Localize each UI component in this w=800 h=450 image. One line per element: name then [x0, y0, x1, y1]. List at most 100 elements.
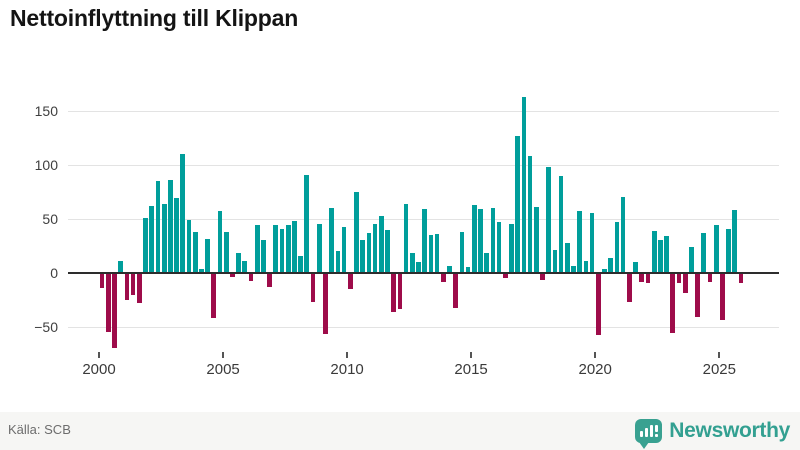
newsworthy-logo[interactable]: Newsworthy	[635, 415, 790, 449]
bar-2021-q2	[627, 273, 632, 302]
bar-2018-q2	[552, 250, 558, 273]
x-tick-label-2015: 2015	[454, 361, 488, 378]
bar-2006-q4	[267, 273, 272, 287]
bar-2002-q4	[168, 179, 173, 273]
bar-2021-q1	[620, 197, 626, 273]
bar-2008-q1	[298, 255, 303, 273]
bar-2009-q2	[329, 208, 334, 273]
bar-2023-q3	[682, 273, 688, 294]
bar-2003-q4	[192, 231, 198, 273]
x-tick-mark-2015	[470, 352, 473, 358]
bar-2003-q3	[186, 219, 192, 273]
footer: Källa: SCB Newsworthy	[0, 412, 800, 450]
bar-2010-q2	[354, 191, 359, 273]
bar-2021-q4	[639, 273, 645, 283]
x-tick-label-2020: 2020	[578, 361, 612, 378]
x-axis-zero-line	[68, 271, 779, 274]
bar-2003-q2	[180, 154, 186, 273]
bar-2001-q1	[124, 273, 130, 300]
bar-2014-q1	[447, 266, 452, 273]
bar-2016-q2	[502, 273, 508, 279]
y-tick-label-50: 50	[42, 210, 58, 227]
bar-2018-q3	[558, 175, 564, 273]
gridline-100	[68, 164, 779, 166]
source-note: Källa: SCB	[8, 422, 71, 437]
x-tick-mark-2010	[346, 352, 349, 358]
bar-2022-q4	[664, 236, 669, 273]
bar-2011-q3	[385, 229, 390, 273]
x-tick-mark-2000	[98, 352, 100, 358]
bar-2025-q4	[738, 273, 744, 284]
bar-2013-q1	[422, 209, 428, 273]
bar-2014-q2	[453, 273, 459, 309]
x-tick-label-2010: 2010	[330, 361, 364, 378]
bar-2022-q1	[645, 273, 651, 284]
y-tick-label--50: −50	[34, 318, 58, 335]
bar-2012-q4	[416, 262, 421, 273]
bar-2024-q4	[713, 225, 719, 273]
page-title: Nettoinflyttning till Klippan	[10, 5, 299, 31]
bar-2024-q2	[701, 232, 707, 273]
bar-2016-q1	[496, 222, 502, 273]
bar-2014-q4	[465, 267, 471, 273]
bar-2010-q1	[347, 273, 353, 289]
bar-2025-q1	[720, 273, 725, 321]
bar-2023-q2	[676, 273, 682, 284]
bar-2010-q4	[366, 232, 372, 273]
bar-2007-q1	[273, 225, 279, 273]
newsworthy-logo-icon	[635, 419, 663, 449]
bar-2013-q4	[440, 273, 446, 283]
y-tick-label-0: 0	[50, 264, 58, 281]
bar-2009-q4	[341, 227, 347, 273]
bar-2023-q1	[670, 273, 676, 334]
gridline--50	[68, 326, 779, 328]
x-tick-mark-2005	[222, 352, 225, 358]
bar-2020-q4	[614, 222, 620, 273]
bar-2006-q2	[254, 225, 260, 273]
bar-2000-q3	[112, 273, 117, 349]
gridline-150	[68, 110, 779, 112]
bar-2023-q4	[689, 246, 694, 273]
bar-2017-q3	[533, 206, 539, 273]
x-tick-label-2025: 2025	[702, 361, 736, 378]
x-tick-mark-2020	[594, 352, 597, 358]
bar-2012-q2	[403, 203, 409, 273]
x-tick-label-2000: 2000	[82, 361, 116, 378]
bar-2009-q3	[335, 251, 341, 273]
bar-2021-q3	[633, 262, 638, 273]
bar-2022-q3	[658, 240, 663, 273]
bar-2017-q2	[527, 156, 533, 273]
bar-2003-q1	[174, 198, 179, 273]
bar-2025-q3	[732, 210, 738, 273]
bar-2000-q2	[106, 273, 111, 333]
bar-2001-q3	[137, 273, 142, 303]
bar-2000-q1	[99, 273, 105, 288]
bar-2019-q1	[571, 266, 576, 273]
bar-2011-q2	[378, 215, 384, 273]
x-tick-label-2005: 2005	[206, 361, 240, 378]
bar-2016-q3	[509, 224, 514, 273]
bar-2010-q3	[360, 240, 365, 273]
bar-2004-q4	[217, 211, 223, 273]
bar-2015-q4	[490, 208, 496, 273]
bar-2014-q3	[459, 231, 465, 273]
bar-2007-q3	[285, 225, 291, 273]
bar-chart: 150 100 50 0 −50 2000 2005 2010 2015 2020 2025	[34, 96, 779, 378]
bar-2020-q2	[602, 268, 607, 273]
bar-2005-q2	[230, 273, 235, 277]
y-tick-label-100: 100	[34, 156, 58, 173]
bar-2025-q2	[726, 228, 731, 273]
bar-2020-q3	[608, 257, 614, 273]
bar-2007-q2	[279, 228, 285, 273]
bar-2008-q4	[316, 224, 322, 273]
bar-2022-q2	[651, 230, 657, 273]
bar-2009-q1	[323, 273, 328, 335]
bar-2005-q1	[223, 231, 229, 273]
bar-2013-q2	[428, 235, 434, 273]
bar-2024-q1	[695, 273, 700, 317]
bar-2015-q1	[471, 204, 477, 273]
bar-2012-q3	[409, 253, 415, 273]
x-tick-mark-2025	[718, 352, 721, 358]
bar-2001-q2	[130, 273, 136, 296]
bar-2019-q3	[583, 260, 589, 273]
